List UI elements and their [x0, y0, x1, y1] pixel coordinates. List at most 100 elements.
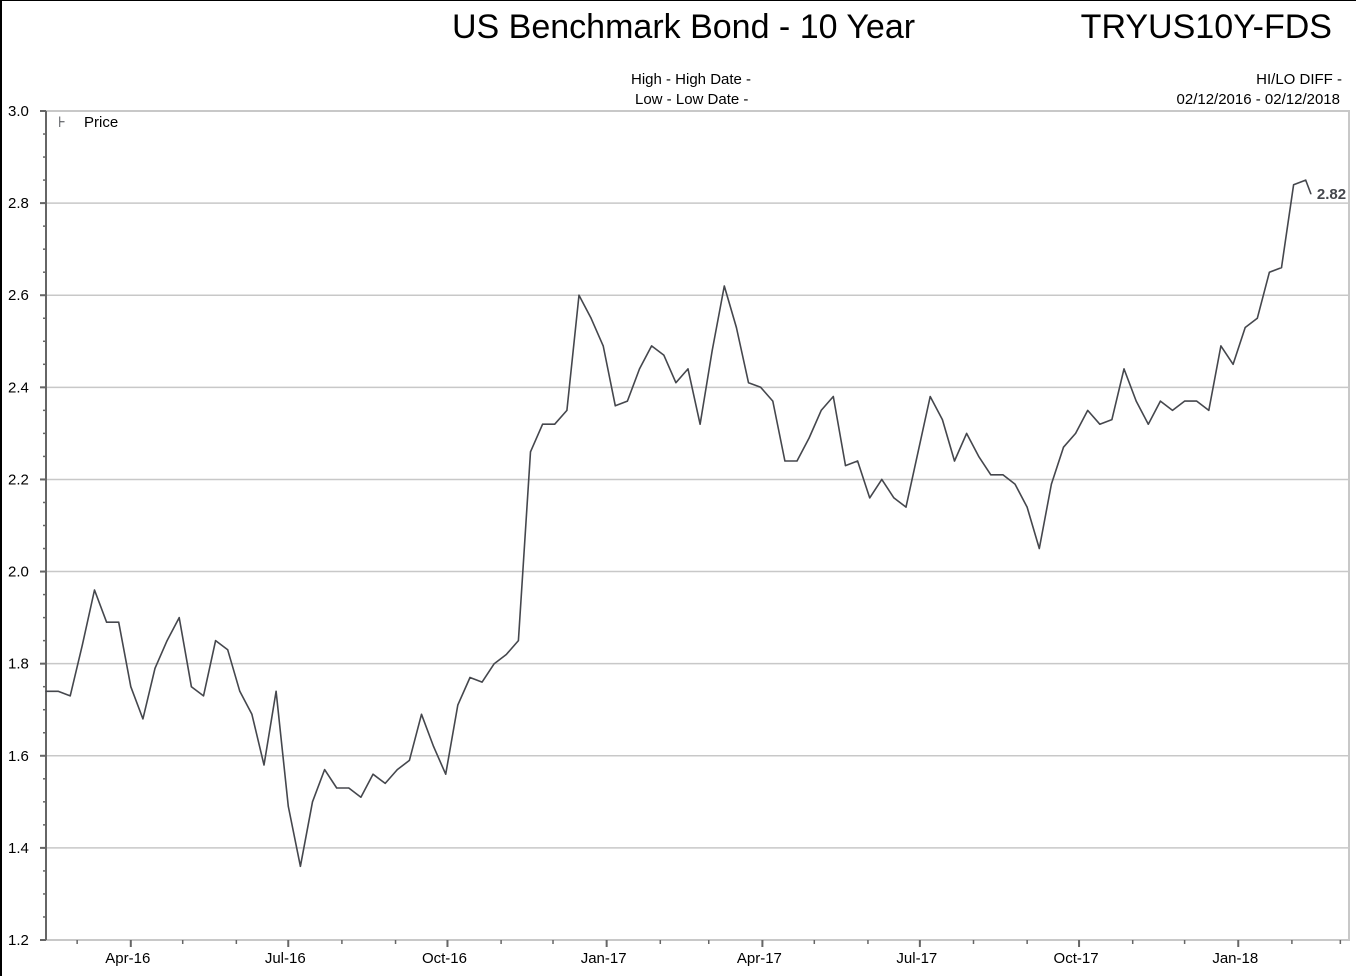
data-point	[336, 787, 338, 789]
data-point	[856, 460, 859, 462]
data-point	[614, 405, 616, 407]
data-point	[251, 713, 253, 715]
data-point	[699, 423, 701, 425]
x-tick-label: Jul-16	[265, 950, 306, 967]
data-point	[1147, 423, 1149, 425]
data-point	[275, 690, 277, 692]
y-tick-label: 2.4	[8, 379, 29, 396]
y-tick-label: 3.0	[8, 103, 29, 120]
low-info: Low - Low Date -	[635, 91, 749, 108]
data-point	[469, 676, 471, 679]
data-point	[1208, 409, 1210, 411]
data-point	[1014, 483, 1016, 485]
data-point	[227, 649, 229, 651]
data-point	[687, 368, 689, 370]
y-tick-label: 2.0	[8, 564, 29, 581]
data-point	[384, 782, 386, 785]
data-point	[481, 681, 483, 683]
x-tick-label: Oct-16	[422, 950, 467, 967]
data-point	[287, 805, 289, 808]
data-point	[808, 437, 810, 439]
data-point	[965, 432, 968, 434]
data-point	[651, 345, 653, 347]
data-point	[154, 667, 156, 669]
x-tick-label: Oct-17	[1054, 950, 1099, 967]
data-point	[929, 395, 931, 398]
data-point	[1268, 271, 1271, 273]
data-point	[554, 423, 556, 425]
data-point	[917, 451, 919, 453]
price-line	[46, 179, 1312, 868]
data-point	[978, 455, 980, 458]
data-point	[1099, 423, 1101, 425]
data-point	[1220, 345, 1222, 347]
data-points	[45, 179, 1312, 867]
data-point	[1184, 400, 1186, 402]
data-point	[372, 773, 374, 775]
data-point	[735, 326, 738, 329]
data-point	[638, 368, 641, 370]
data-point	[1293, 184, 1295, 186]
data-point	[893, 497, 895, 499]
high-info: High - High Date -	[631, 71, 752, 88]
data-point	[1159, 400, 1161, 402]
plot-border	[45, 110, 1350, 941]
data-point	[626, 400, 629, 402]
data-point	[747, 382, 750, 384]
data-point	[1280, 266, 1283, 269]
data-point	[299, 865, 301, 867]
data-point	[1038, 547, 1040, 550]
y-tick-label: 2.2	[8, 471, 29, 488]
y-tick-label: 1.6	[8, 748, 29, 765]
data-point	[57, 690, 59, 692]
data-point	[69, 695, 71, 697]
data-point	[142, 718, 144, 720]
y-tick-label: 2.6	[8, 287, 29, 304]
data-point	[941, 418, 943, 421]
data-point	[602, 345, 604, 347]
data-point	[1135, 400, 1137, 402]
hilo-diff-label: HI/LO DIFF -	[1256, 71, 1342, 88]
data-point	[772, 400, 774, 402]
data-point	[760, 386, 762, 388]
data-point	[433, 745, 435, 748]
data-point	[905, 506, 907, 508]
data-point	[1310, 193, 1312, 195]
data-point	[105, 621, 108, 623]
data-point	[130, 686, 132, 688]
data-point	[1111, 418, 1113, 421]
data-point	[990, 474, 992, 476]
data-point	[166, 640, 168, 642]
data-point	[202, 695, 205, 697]
y-tick-label: 1.8	[8, 656, 29, 673]
y-tick-label: 2.8	[8, 195, 29, 212]
data-point	[784, 460, 786, 462]
data-point	[953, 460, 956, 462]
data-point	[711, 349, 713, 352]
data-point	[190, 686, 192, 688]
x-tick-label: Apr-16	[105, 950, 150, 967]
data-point	[1256, 317, 1258, 319]
y-tick-label: 1.2	[8, 932, 29, 949]
data-point	[118, 621, 120, 623]
data-point	[675, 382, 677, 384]
data-point	[869, 497, 871, 499]
data-point	[348, 787, 350, 789]
legend: ⊦ Price	[48, 112, 130, 132]
data-point	[663, 354, 665, 356]
data-point	[214, 640, 217, 642]
data-point	[311, 801, 314, 803]
data-point	[844, 465, 847, 467]
data-point	[1244, 326, 1246, 329]
data-point	[796, 460, 798, 462]
data-point	[820, 409, 822, 411]
data-point	[1002, 474, 1004, 476]
data-point	[408, 759, 410, 761]
chart-title: US Benchmark Bond - 10 Year	[452, 8, 916, 46]
data-point	[45, 690, 47, 692]
data-point	[1232, 363, 1234, 365]
data-point	[1171, 409, 1174, 411]
x-tick-label: Jul-17	[896, 950, 937, 967]
